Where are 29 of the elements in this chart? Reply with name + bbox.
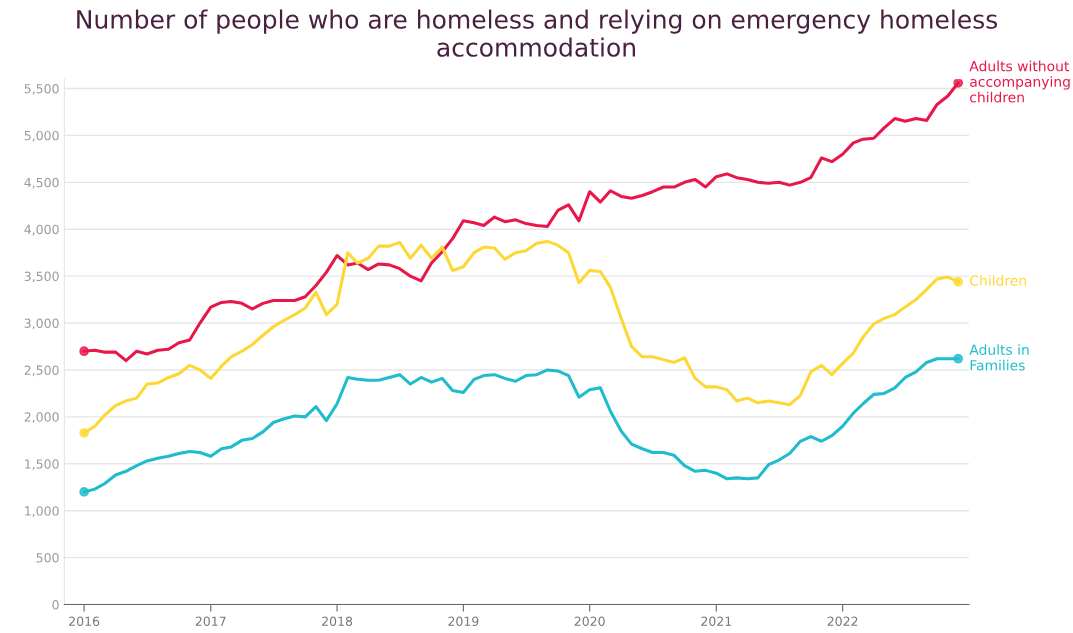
y-tick-label: 1,500 <box>25 459 59 470</box>
point <box>79 487 89 497</box>
y-tick-label: 3,500 <box>24 271 59 283</box>
x-tick-label: 2017 <box>195 616 226 626</box>
x-tick-label: 2016 <box>69 616 100 626</box>
series-label: Children <box>970 275 1026 286</box>
series-label: Adults in Families <box>969 344 1029 371</box>
y-tick-label: 0 <box>52 599 59 610</box>
x-tick-label: 2018 <box>322 616 353 626</box>
y-tick-label: 4,000 <box>24 224 59 236</box>
y-tick-label: 5,500 <box>24 83 59 95</box>
x-tick-label: 2020 <box>574 616 605 626</box>
chart-title: Number of people who are homeless and relying on emergency homeless accommodation <box>77 9 998 57</box>
y-tick-label: 500 <box>36 553 59 563</box>
y-tick-label: 2,500 <box>24 365 59 377</box>
y-tick-label: 3,000 <box>24 318 59 330</box>
y-tick-label: 5,000 <box>24 130 59 142</box>
series-label: Adults without accompanying children <box>969 60 1070 103</box>
y-tick-label: 4,500 <box>24 177 59 189</box>
point <box>953 353 964 364</box>
point <box>79 346 89 357</box>
point <box>953 79 964 88</box>
x-tick-label: 2019 <box>448 616 479 626</box>
x-tick-label: 2021 <box>701 616 732 626</box>
point <box>79 427 89 438</box>
y-tick-label: 2,000 <box>24 412 59 424</box>
y-tick-label: 1,000 <box>25 506 59 517</box>
point <box>953 276 964 287</box>
x-tick-label: 2022 <box>827 616 858 626</box>
